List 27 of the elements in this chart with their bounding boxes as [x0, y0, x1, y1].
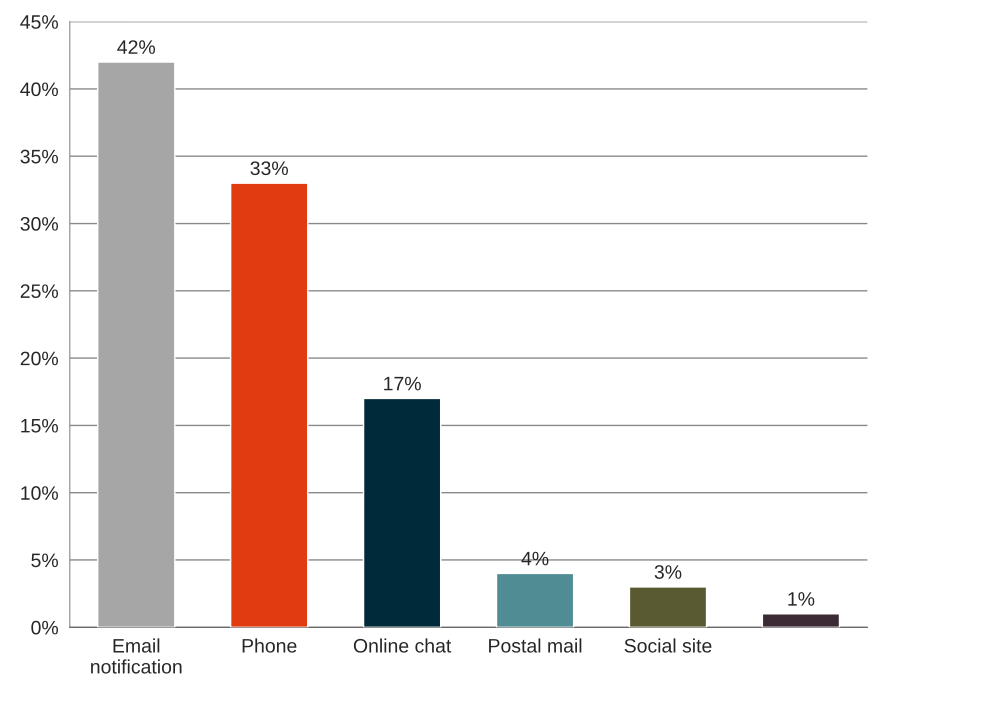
- data-label: 1%: [788, 592, 814, 606]
- bar: [362, 398, 442, 628]
- x-tick-label: Postal mail: [489, 638, 582, 653]
- y-tick-label: 40%: [20, 82, 58, 96]
- x-tick-label: Online chat: [354, 638, 452, 653]
- y-tick-label: 30%: [20, 216, 58, 231]
- bar: [762, 613, 840, 628]
- y-tick-label: 25%: [20, 284, 58, 298]
- y-tick-label: 10%: [21, 486, 58, 500]
- data-label: 4%: [521, 552, 548, 566]
- y-tick-label: 35%: [20, 150, 58, 164]
- x-tick-label: Phone: [242, 638, 296, 653]
- x-tick-label: Email notification: [91, 638, 182, 674]
- data-label: 42%: [117, 40, 156, 54]
- y-tick-label: 15%: [21, 418, 58, 433]
- y-tick-label: 0%: [31, 620, 58, 635]
- y-tick-label: 5%: [31, 554, 58, 568]
- y-tick-label: 45%: [20, 15, 58, 29]
- data-label: 17%: [384, 376, 421, 390]
- bar: [496, 572, 574, 628]
- bar: [97, 61, 176, 628]
- x-tick-label: Social site: [624, 638, 712, 653]
- bar: [230, 182, 308, 628]
- y-tick-label: 20%: [20, 352, 58, 366]
- data-label: 33%: [250, 161, 288, 176]
- bar: [628, 586, 708, 628]
- data-label: 3%: [654, 565, 682, 579]
